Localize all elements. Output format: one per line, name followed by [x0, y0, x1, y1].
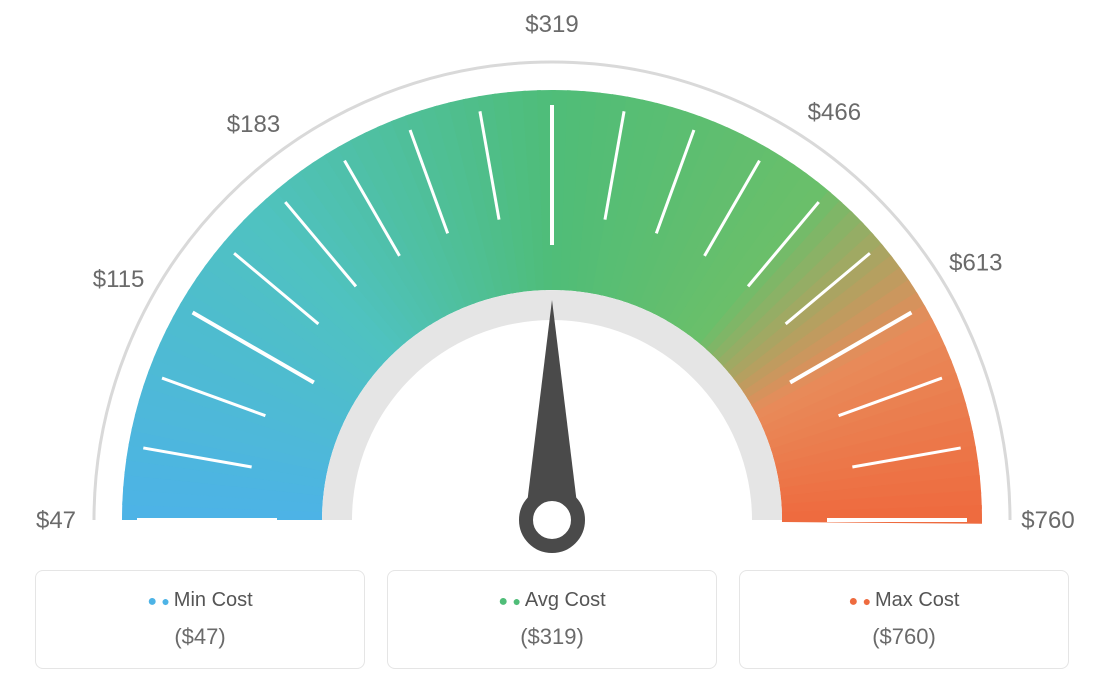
gauge-svg: $47 $115 $183 $319 $466 $613 $760 — [0, 0, 1104, 560]
svg-text:$47: $47 — [36, 507, 76, 534]
svg-text:$115: $115 — [93, 266, 145, 293]
legend-card-min: ● Min Cost ($47) — [35, 570, 365, 669]
legend-card-max: ● Max Cost ($760) — [739, 570, 1069, 669]
svg-text:$466: $466 — [808, 99, 861, 126]
legend-value-avg: ($319) — [398, 624, 706, 650]
svg-text:$183: $183 — [227, 111, 280, 138]
legend-label-max: ● Max Cost — [750, 589, 1058, 612]
legend-card-avg: ● Avg Cost ($319) — [387, 570, 717, 669]
legend-value-max: ($760) — [750, 624, 1058, 650]
legend-label-avg: ● Avg Cost — [398, 589, 706, 612]
svg-text:$760: $760 — [1021, 507, 1074, 534]
svg-text:$613: $613 — [949, 249, 1002, 276]
gauge-chart: $47 $115 $183 $319 $466 $613 $760 — [0, 0, 1104, 560]
legend-label-min: ● Min Cost — [46, 589, 354, 612]
svg-text:$319: $319 — [525, 11, 578, 38]
legend-row: ● Min Cost ($47) ● Avg Cost ($319) ● Max… — [0, 570, 1104, 669]
legend-value-min: ($47) — [46, 624, 354, 650]
